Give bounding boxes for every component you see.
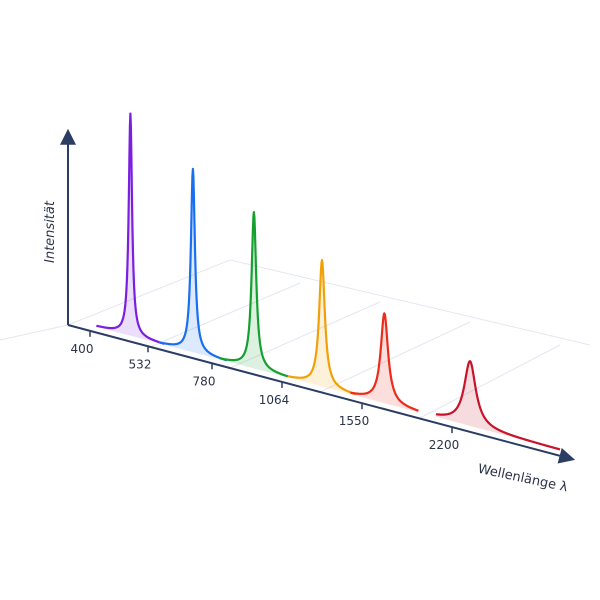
- y-axis-label: Intensität: [43, 200, 58, 263]
- peak: [219, 211, 289, 378]
- peak-glow: [436, 361, 560, 450]
- peak: [287, 259, 357, 396]
- x-tick-label: 2200: [429, 438, 460, 452]
- x-tick-label: 1550: [339, 414, 370, 428]
- peak-glow: [350, 313, 419, 413]
- x-tick-label: 1064: [259, 393, 290, 407]
- peak: [435, 360, 561, 451]
- x-axis-label: Wellenlänge λ: [476, 462, 569, 496]
- peak: [349, 312, 419, 412]
- x-tick-label: 400: [71, 342, 94, 356]
- floor-grid: [0, 259, 591, 419]
- peak-glow: [96, 113, 165, 345]
- x-tick-label: 780: [193, 374, 216, 388]
- x-tick-label: 532: [129, 357, 152, 371]
- peak: [158, 167, 228, 362]
- peak-glow: [288, 260, 356, 396]
- peak: [95, 112, 165, 345]
- peak-glow: [158, 168, 227, 362]
- peak-glow: [219, 212, 288, 378]
- x-axis: [67, 324, 576, 464]
